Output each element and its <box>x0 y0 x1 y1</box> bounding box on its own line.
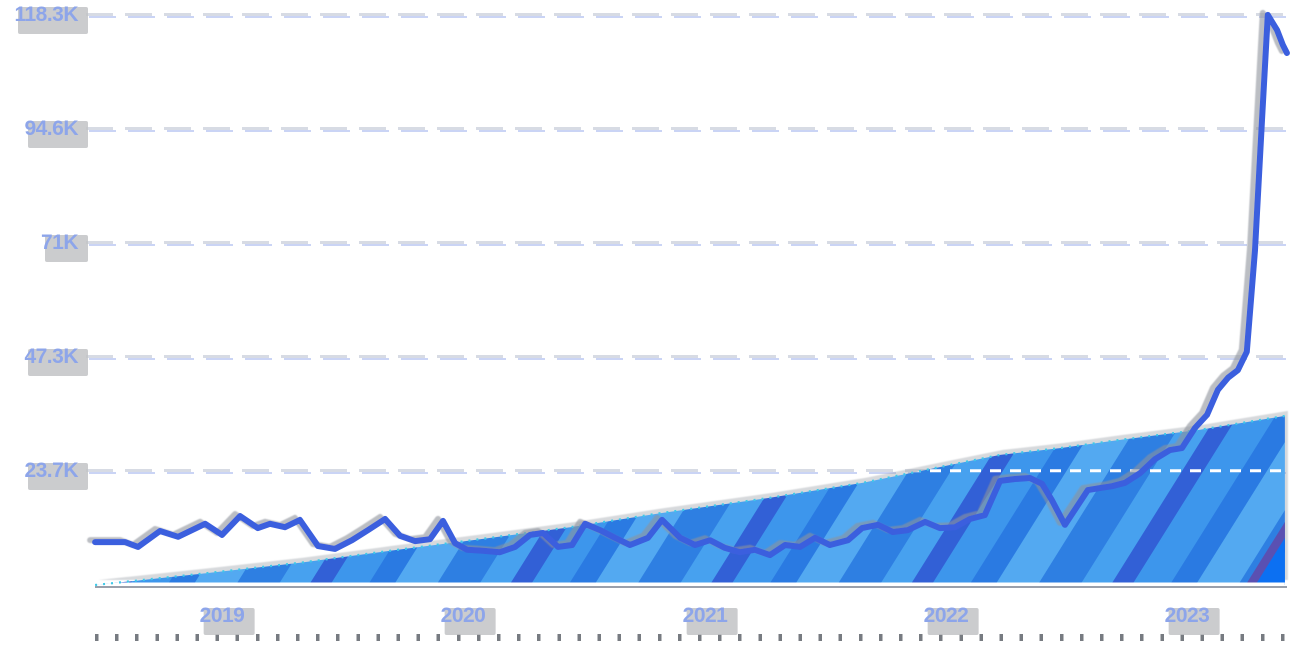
area-edge-markers <box>94 414 1286 587</box>
x-axis-label: 2022 <box>923 604 979 635</box>
gridline <box>86 355 1290 360</box>
accent-stripe-purple <box>1198 452 1285 585</box>
x-axis-minor-ticks <box>95 634 1285 641</box>
y-axis-label: 23.7K <box>24 459 88 490</box>
x-axis-label: 2019 <box>199 604 255 635</box>
y-axis-label: 71K <box>40 231 89 262</box>
gridline <box>86 469 1290 474</box>
area-series <box>95 415 1285 585</box>
y-axis-label: 94.6K <box>24 117 88 148</box>
gridline <box>86 241 1290 246</box>
y-axis-label: 118.3K <box>14 3 88 34</box>
x-axis-line <box>95 586 1287 588</box>
gridline <box>86 13 1290 18</box>
gridline <box>86 127 1290 132</box>
x-axis-label: 2023 <box>1164 604 1220 635</box>
x-axis-label: 2020 <box>440 604 496 635</box>
y-axis-label: 47.3K <box>24 345 88 376</box>
line-series <box>92 11 1290 559</box>
x-axis-label: 2021 <box>682 604 738 635</box>
